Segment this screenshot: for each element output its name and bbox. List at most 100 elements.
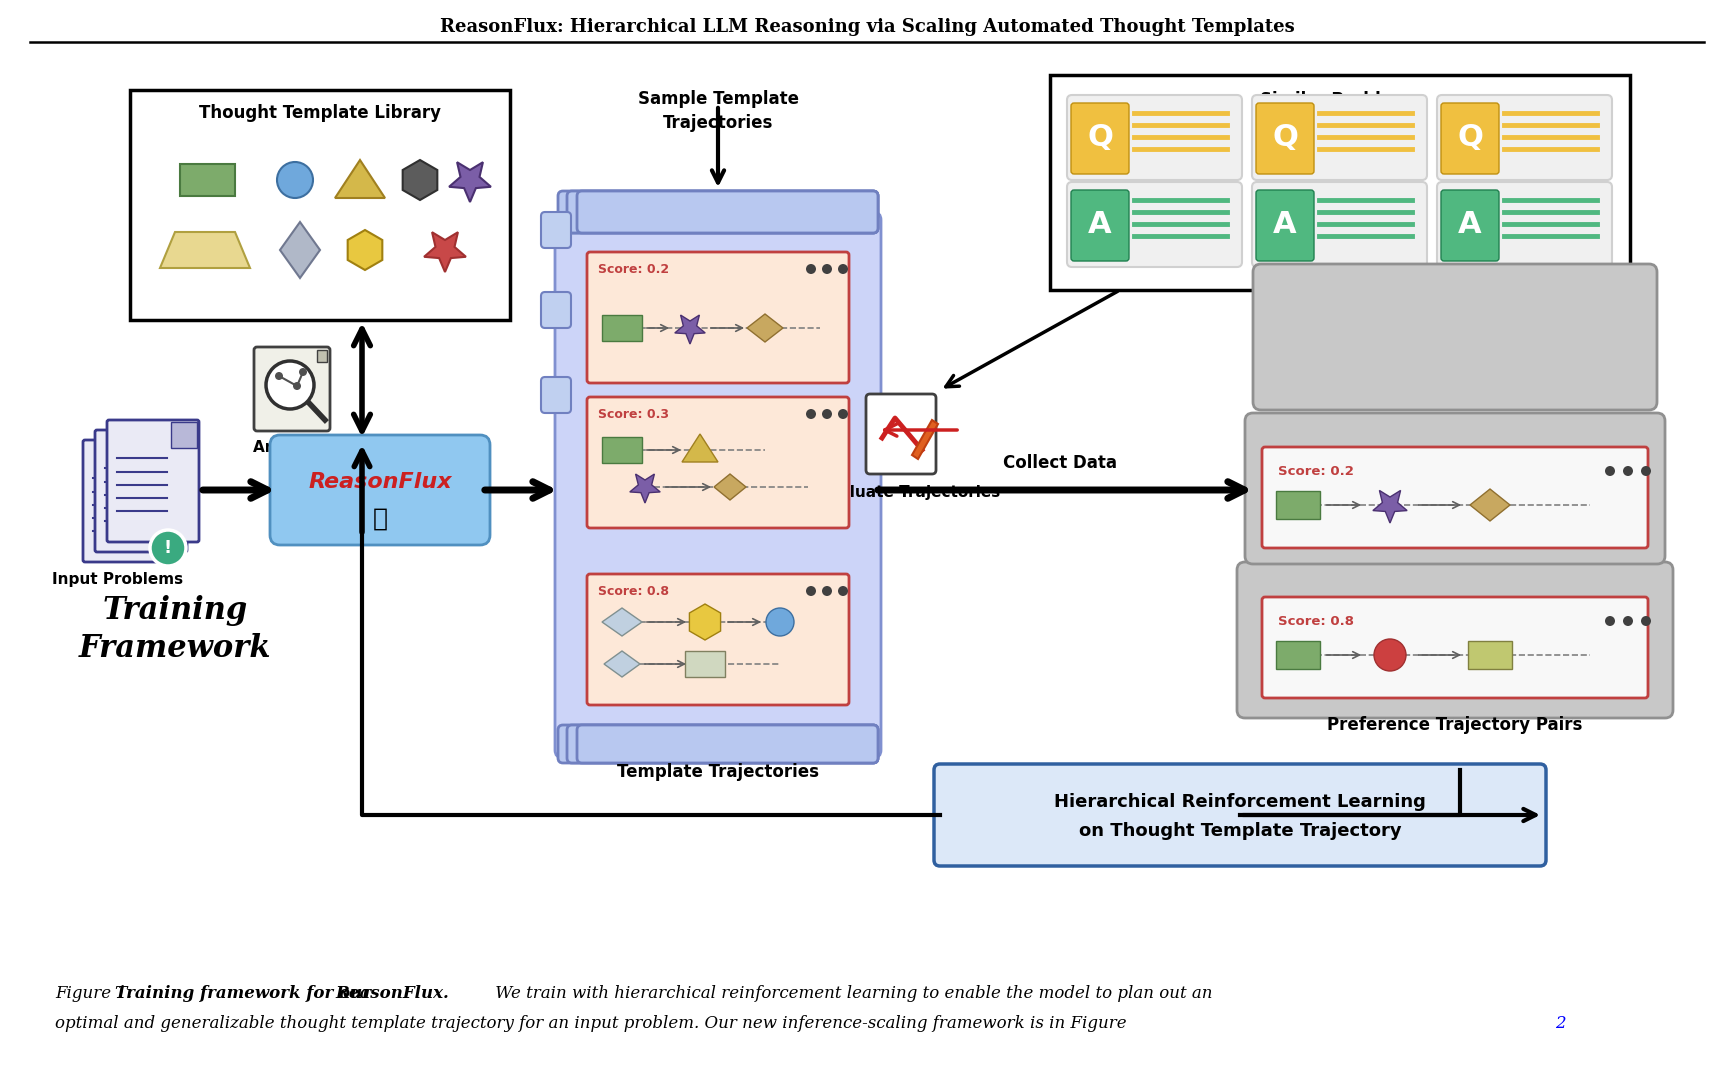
Circle shape	[1606, 616, 1614, 626]
Circle shape	[838, 586, 848, 596]
FancyBboxPatch shape	[1072, 102, 1129, 174]
Text: Input Problems: Input Problems	[52, 572, 184, 588]
FancyBboxPatch shape	[588, 397, 850, 528]
Circle shape	[1623, 616, 1633, 626]
Bar	[1051, 75, 1630, 290]
Text: 2: 2	[1555, 1015, 1566, 1032]
Circle shape	[1373, 639, 1406, 671]
Text: Score: 0.8: Score: 0.8	[1278, 615, 1354, 628]
Circle shape	[1640, 467, 1651, 476]
Text: on Thought Template Trajectory: on Thought Template Trajectory	[1079, 822, 1401, 840]
FancyBboxPatch shape	[1441, 102, 1498, 174]
Circle shape	[277, 162, 314, 198]
Text: ReasonFlux: Hierarchical LLM Reasoning via Scaling Automated Thought Templates: ReasonFlux: Hierarchical LLM Reasoning v…	[440, 19, 1294, 36]
Circle shape	[293, 382, 302, 390]
Text: Thought Template Library: Thought Template Library	[199, 104, 440, 122]
FancyBboxPatch shape	[1437, 182, 1613, 267]
Circle shape	[806, 409, 817, 419]
Text: Training framework for our: Training framework for our	[114, 985, 376, 1002]
Circle shape	[838, 409, 848, 419]
Circle shape	[806, 264, 817, 274]
Text: Score: 0.2: Score: 0.2	[1278, 465, 1354, 479]
FancyBboxPatch shape	[83, 440, 175, 562]
FancyBboxPatch shape	[574, 232, 862, 738]
Text: Preference Trajectory Pairs: Preference Trajectory Pairs	[1327, 716, 1583, 734]
Bar	[1469, 641, 1512, 669]
FancyBboxPatch shape	[1255, 190, 1314, 261]
Polygon shape	[160, 432, 186, 458]
Text: Collect Data: Collect Data	[1002, 455, 1117, 472]
Text: Score: 0.3: Score: 0.3	[598, 408, 669, 421]
Polygon shape	[714, 474, 746, 500]
Circle shape	[806, 586, 817, 596]
FancyBboxPatch shape	[1066, 182, 1242, 267]
FancyBboxPatch shape	[588, 574, 850, 705]
Circle shape	[1606, 467, 1614, 476]
Polygon shape	[172, 422, 198, 448]
FancyBboxPatch shape	[1252, 95, 1427, 180]
FancyBboxPatch shape	[1437, 95, 1613, 180]
Polygon shape	[602, 608, 642, 635]
Text: Training
Framework: Training Framework	[78, 595, 271, 664]
Text: Hierarchical Reinforcement Learning: Hierarchical Reinforcement Learning	[1054, 794, 1425, 811]
Polygon shape	[147, 443, 173, 468]
Polygon shape	[1470, 489, 1510, 521]
FancyBboxPatch shape	[1254, 264, 1658, 410]
FancyBboxPatch shape	[588, 252, 850, 383]
Circle shape	[151, 530, 186, 566]
FancyBboxPatch shape	[1262, 597, 1647, 698]
FancyBboxPatch shape	[567, 191, 877, 233]
Circle shape	[822, 586, 832, 596]
Polygon shape	[349, 230, 381, 270]
Text: Sample Template
Trajectories: Sample Template Trajectories	[638, 90, 798, 132]
Bar	[130, 90, 510, 320]
Circle shape	[265, 361, 314, 409]
Text: A: A	[1273, 209, 1297, 239]
Text: Template Trajectories: Template Trajectories	[617, 763, 818, 782]
FancyBboxPatch shape	[577, 191, 877, 233]
Circle shape	[766, 608, 794, 635]
FancyBboxPatch shape	[541, 292, 570, 328]
Text: Q: Q	[1273, 122, 1299, 152]
Polygon shape	[603, 651, 640, 677]
Text: Q: Q	[1457, 122, 1483, 152]
Bar	[1276, 490, 1320, 519]
Polygon shape	[681, 434, 718, 462]
Polygon shape	[675, 315, 706, 344]
FancyBboxPatch shape	[1236, 562, 1673, 718]
Text: Analyze and
Retrieve: Analyze and Retrieve	[253, 440, 357, 472]
FancyBboxPatch shape	[541, 211, 570, 249]
Text: ReasonFlux: ReasonFlux	[309, 472, 453, 492]
Polygon shape	[160, 232, 250, 268]
Polygon shape	[1373, 490, 1406, 523]
Bar	[685, 651, 725, 677]
Text: Score: 0.8: Score: 0.8	[598, 585, 669, 598]
Text: !: !	[165, 538, 172, 557]
Polygon shape	[317, 350, 328, 362]
FancyBboxPatch shape	[1441, 190, 1498, 261]
Text: optimal and generalizable thought template trajectory for an input problem. Our : optimal and generalizable thought templa…	[55, 1015, 1132, 1032]
Circle shape	[298, 368, 307, 376]
Text: Figure 1.: Figure 1.	[55, 985, 137, 1002]
Polygon shape	[425, 232, 466, 272]
FancyBboxPatch shape	[1245, 413, 1665, 564]
FancyBboxPatch shape	[577, 725, 877, 763]
Text: A: A	[1089, 209, 1111, 239]
Text: We train with hierarchical reinforcement learning to enable the model to plan ou: We train with hierarchical reinforcement…	[491, 985, 1212, 1002]
FancyBboxPatch shape	[95, 429, 187, 552]
Text: ReasonFlux.: ReasonFlux.	[335, 985, 449, 1002]
Polygon shape	[747, 314, 784, 342]
Bar	[1276, 641, 1320, 669]
Circle shape	[276, 372, 283, 380]
Text: Q: Q	[1087, 122, 1113, 152]
Text: Evaluate Trajectories: Evaluate Trajectories	[820, 485, 1001, 500]
FancyBboxPatch shape	[253, 347, 329, 431]
Polygon shape	[279, 222, 321, 278]
Polygon shape	[402, 160, 437, 199]
FancyBboxPatch shape	[1072, 190, 1129, 261]
FancyBboxPatch shape	[108, 420, 199, 542]
FancyBboxPatch shape	[541, 377, 570, 413]
Text: A: A	[1458, 209, 1483, 239]
Polygon shape	[335, 160, 385, 198]
Circle shape	[1623, 467, 1633, 476]
